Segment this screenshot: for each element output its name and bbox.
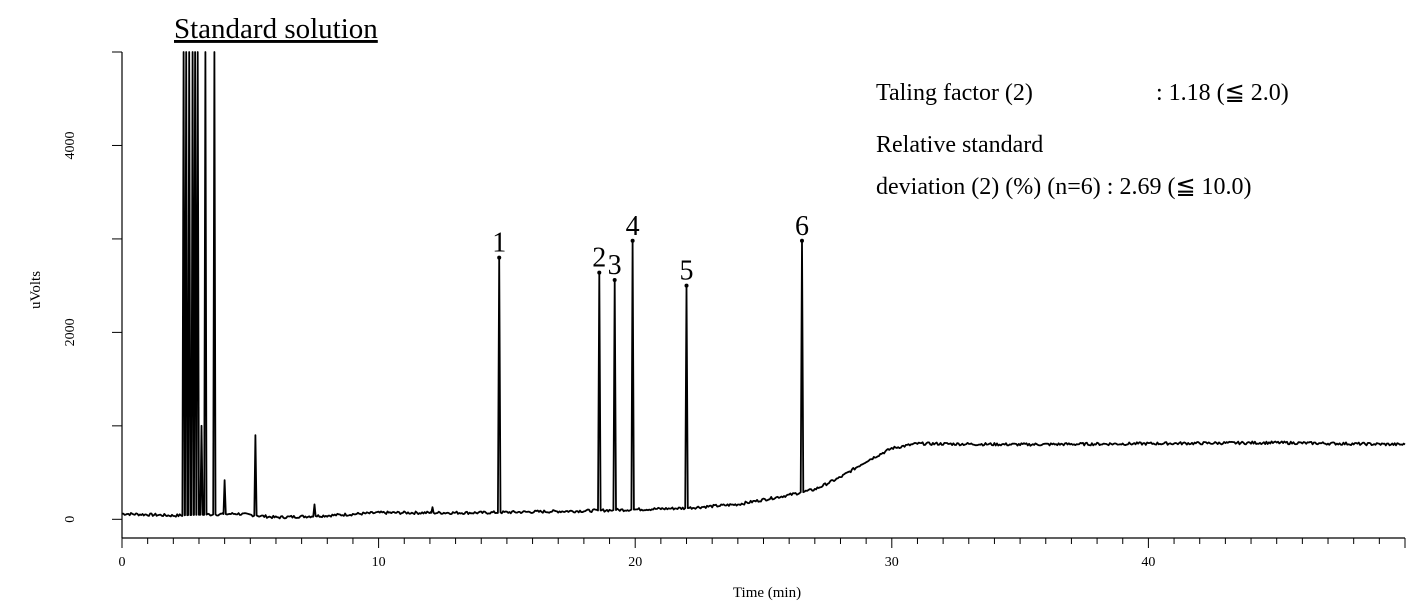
peak-apex-6 (799, 238, 804, 243)
x-tick-label: 20 (628, 555, 642, 570)
peak-label-4: 4 (626, 211, 640, 242)
y-tick-label: 0 (63, 516, 78, 523)
chart-title: Standard solution (174, 13, 378, 45)
peak-apex-5 (684, 283, 689, 288)
peak-apex-3 (612, 278, 617, 283)
peak-labels: 1 2 34 5 6 (492, 211, 809, 287)
x-tick-label: 30 (885, 555, 899, 570)
y-tick-label: 4000 (63, 131, 78, 159)
tailing-factor-label: Taling factor (2) (876, 80, 1033, 106)
peak-label-3: 3 (608, 250, 622, 281)
peak-label-5: 5 (680, 256, 694, 287)
peak-label-2: 2 (592, 243, 606, 274)
x-tick-label: 40 (1141, 555, 1155, 570)
trace-layer (121, 51, 1406, 520)
y-axis-label: uVolts (28, 271, 44, 309)
rsd-label-line2: deviation (2) (%) (n=6) : 2.69 (≦ 10.0) (876, 174, 1252, 200)
chromatogram-trace (121, 51, 1406, 520)
x-axis-label: Time (min) (733, 585, 801, 601)
peak-apex-1 (497, 255, 502, 260)
y-tick-label: 2000 (63, 318, 78, 346)
x-tick-label: 0 (119, 555, 126, 570)
axes: 0 2000 4000 0 10 20 30 40 (63, 51, 1406, 570)
peak-apex-2 (597, 270, 602, 275)
x-tick-label: 10 (372, 555, 386, 570)
peak-label-1: 1 (492, 228, 506, 259)
peak-apex-4 (630, 238, 635, 243)
rsd-label-line1: Relative standard (876, 132, 1043, 158)
peak-label-6: 6 (795, 211, 809, 242)
tailing-factor-value: : 1.18 (≦ 2.0) (1156, 80, 1289, 106)
